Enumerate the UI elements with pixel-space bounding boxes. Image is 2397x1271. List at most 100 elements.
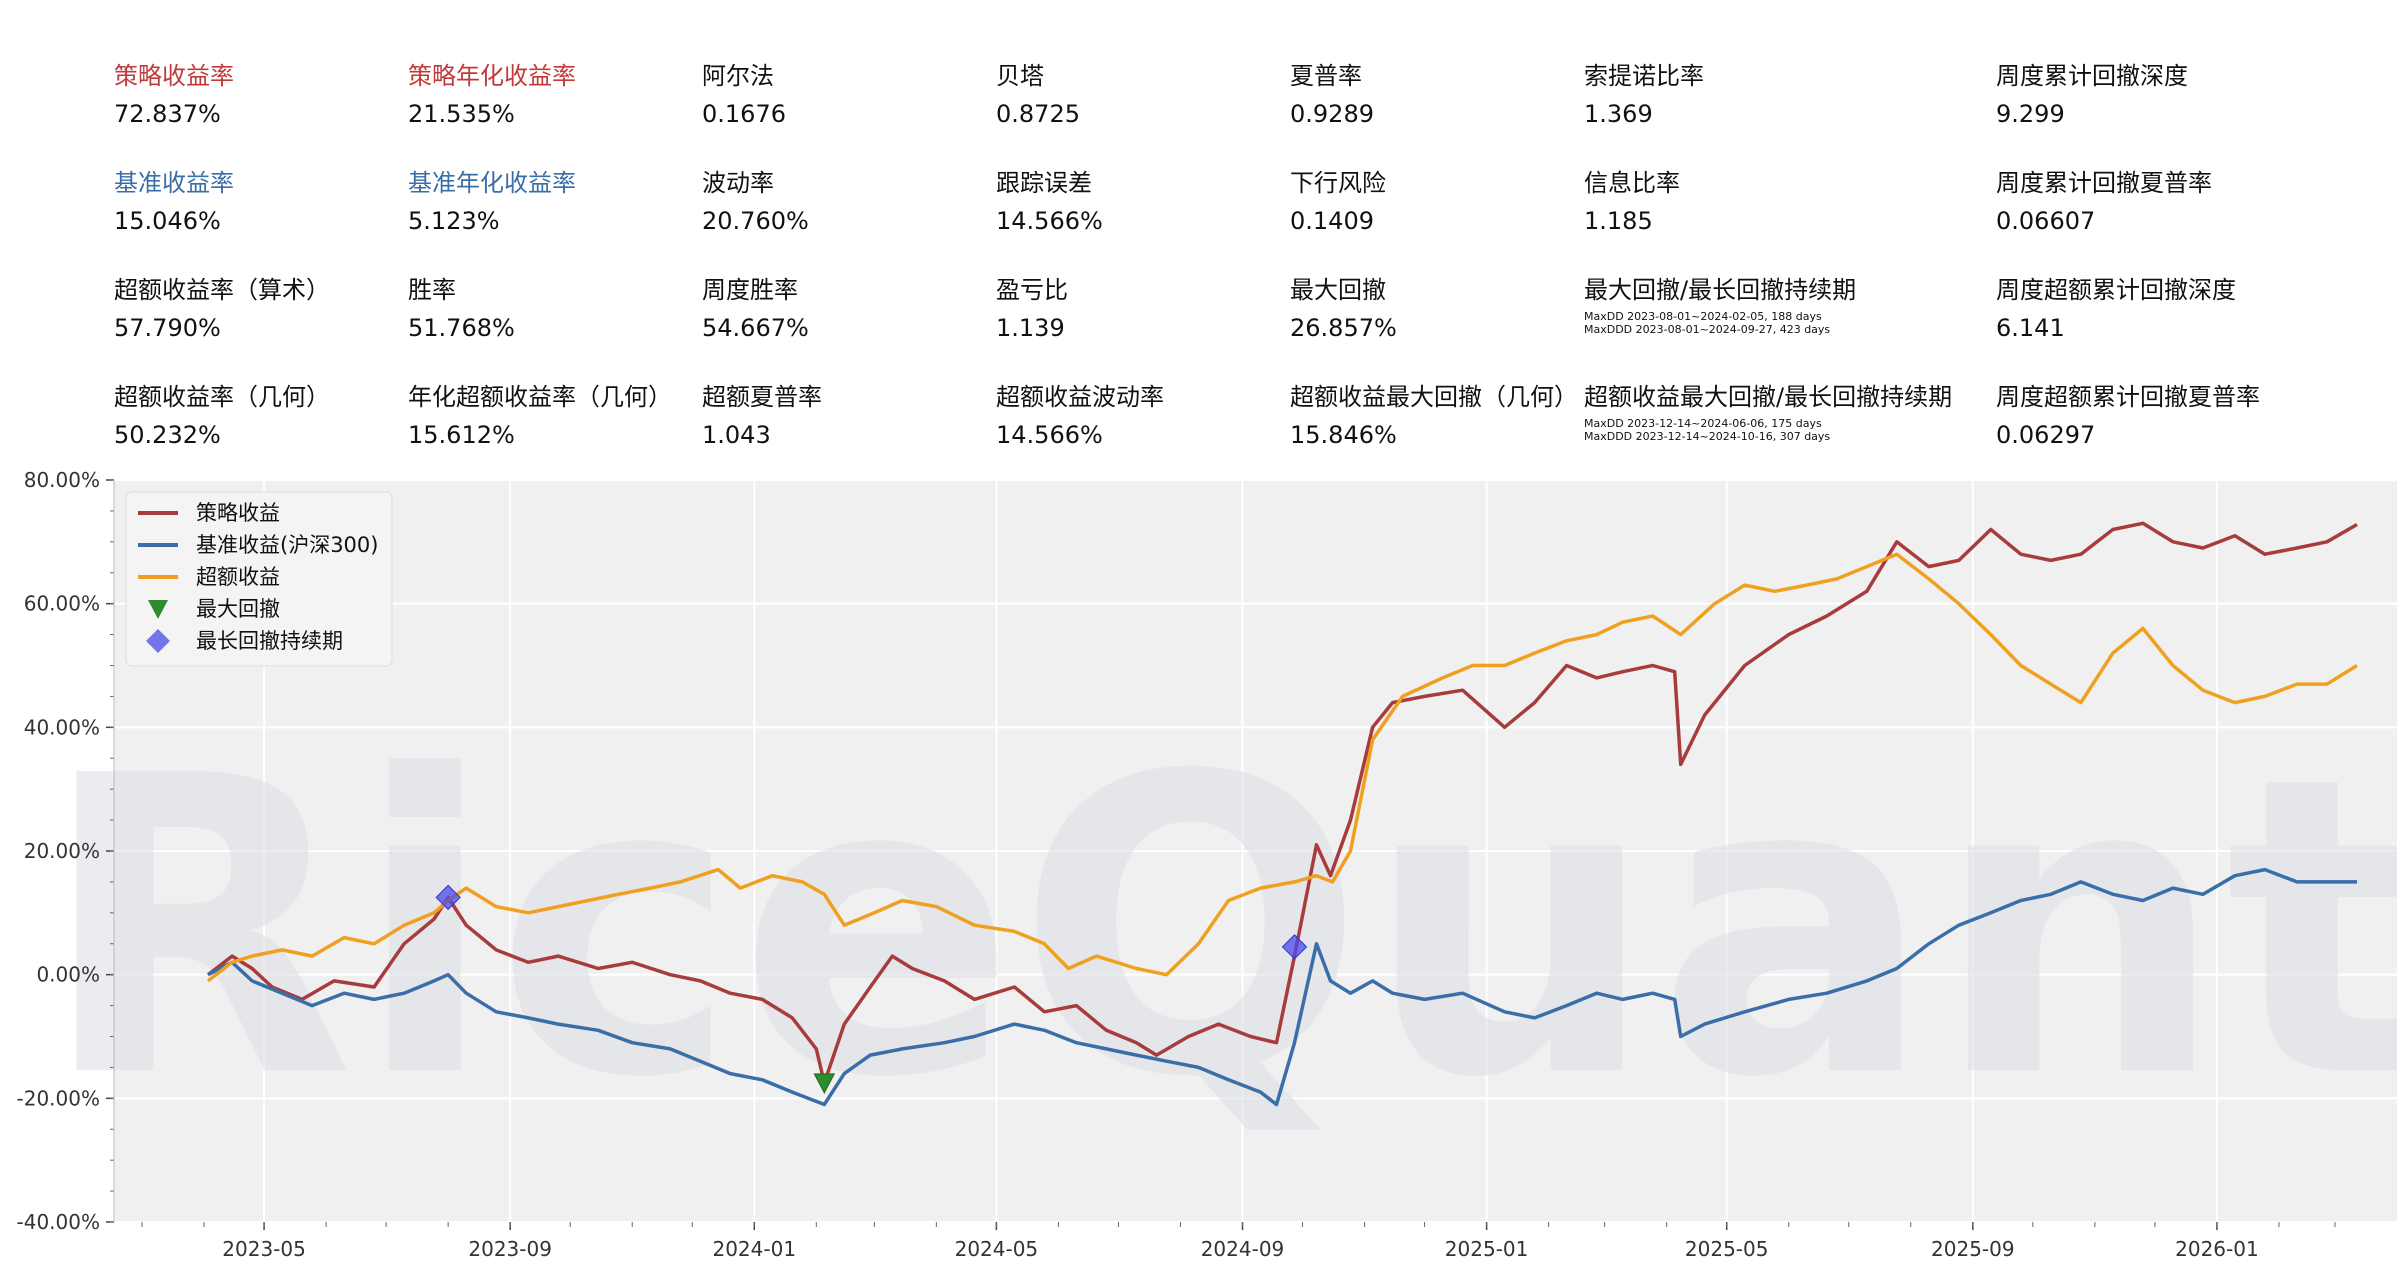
metric-label: 基准收益率 bbox=[114, 169, 234, 197]
metric-value: 14.566% bbox=[996, 207, 1103, 235]
metric-value: 1.043 bbox=[702, 421, 771, 449]
metric-value: 0.06297 bbox=[1996, 421, 2096, 449]
metric-value: 15.046% bbox=[114, 207, 221, 235]
metric-value: 20.760% bbox=[702, 207, 809, 235]
metric-value: 15.612% bbox=[408, 421, 515, 449]
metric-value: 0.8725 bbox=[996, 100, 1080, 128]
metric-value: 1.185 bbox=[1584, 207, 1653, 235]
metric-label: 胜率 bbox=[408, 276, 456, 304]
x-tick-label: 2023-05 bbox=[222, 1237, 306, 1261]
metric-0-5: 索提诺比率 1.369 bbox=[1584, 56, 1704, 128]
metric-label: 超额收益最大回撤/最长回撤持续期 bbox=[1584, 383, 1953, 411]
max-drawdown-marker bbox=[813, 1073, 836, 1094]
metric-value: 6.141 bbox=[1996, 314, 2065, 342]
metric-value: 51.768% bbox=[408, 314, 515, 342]
metric-0-0: 策略收益率 72.837% bbox=[114, 56, 234, 128]
metric-1-3: 跟踪误差 14.566% bbox=[996, 163, 1103, 235]
metric-2-3: 盈亏比 1.139 bbox=[996, 270, 1068, 342]
metric-value: 72.837% bbox=[114, 100, 221, 128]
metric-label: 基准年化收益率 bbox=[408, 169, 576, 197]
metric-2-1: 胜率 51.768% bbox=[408, 270, 515, 342]
y-tick-label: -40.00% bbox=[17, 1210, 100, 1234]
x-axis: 2023-05 2023-09 2024-01 2024-05 2024-09 2025-… bbox=[141, 1222, 2336, 1261]
metric-label: 最大回撤/最长回撤持续期 bbox=[1584, 276, 1857, 304]
x-tick-label: 2023-09 bbox=[468, 1237, 552, 1261]
metric-value: 50.232% bbox=[114, 421, 221, 449]
metric-2-5: 最大回撤/最长回撤持续期 MaxDD 2023-08-01~2024-02-05,… bbox=[1584, 270, 1857, 336]
metric-label: 周度累计回撤夏普率 bbox=[1996, 169, 2212, 197]
legend-swatch bbox=[146, 629, 170, 653]
metric-3-1: 年化超额收益率（几何） 15.612% bbox=[408, 377, 672, 449]
y-tick-label: 0.00% bbox=[36, 963, 100, 987]
metric-1-1: 基准年化收益率 5.123% bbox=[408, 163, 576, 235]
metric-value: 21.535% bbox=[408, 100, 515, 128]
metric-0-2: 阿尔法 0.1676 bbox=[702, 56, 786, 128]
metric-3-4: 超额收益最大回撤（几何） 15.846% bbox=[1290, 377, 1578, 449]
metric-3-5: 超额收益最大回撤/最长回撤持续期 MaxDD 2023-12-14~2024-06… bbox=[1584, 377, 1953, 443]
metric-0-6: 周度累计回撤深度 9.299 bbox=[1996, 56, 2188, 128]
metric-1-0: 基准收益率 15.046% bbox=[114, 163, 234, 235]
longest-drawdown-marker bbox=[1281, 934, 1308, 960]
metrics-panel: 策略收益率 72.837% 策略年化收益率 21.535% 阿尔法 0.1676 贝塔 0.8… bbox=[0, 0, 2397, 470]
metric-2-4: 最大回撤 26.857% bbox=[1290, 270, 1397, 342]
metric-label: 波动率 bbox=[702, 169, 774, 197]
metric-2-6: 周度超额累计回撤深度 6.141 bbox=[1996, 270, 2236, 342]
metric-label: 周度胜率 bbox=[702, 276, 798, 304]
metric-label: 超额夏普率 bbox=[702, 383, 822, 411]
metric-2-2: 周度胜率 54.667% bbox=[702, 270, 809, 342]
metric-label: 超额收益最大回撤（几何） bbox=[1290, 383, 1578, 411]
metric-note: MaxDDD 2023-12-14~2024-10-16, 307 days bbox=[1584, 430, 1831, 443]
metric-label: 信息比率 bbox=[1584, 169, 1680, 197]
metric-1-6: 周度累计回撤夏普率 0.06607 bbox=[1996, 163, 2212, 235]
metric-label: 超额收益率（算术） bbox=[114, 276, 330, 304]
metric-3-0: 超额收益率（几何） 50.232% bbox=[114, 377, 330, 449]
returns-chart: RiceQuant 80.00% 60.00% 40.00% 20.00% 0.00% -… bbox=[17, 470, 2397, 1261]
series-line-1 bbox=[207, 867, 2357, 1107]
y-tick-label: -20.00% bbox=[17, 1086, 100, 1110]
metric-3-2: 超额夏普率 1.043 bbox=[702, 377, 822, 449]
metric-value: 54.667% bbox=[702, 314, 809, 342]
metric-value: 1.369 bbox=[1584, 100, 1653, 128]
x-tick-label: 2024-01 bbox=[712, 1237, 796, 1261]
metric-1-5: 信息比率 1.185 bbox=[1584, 163, 1680, 235]
metric-3-3: 超额收益波动率 14.566% bbox=[996, 377, 1164, 449]
metric-value: 26.857% bbox=[1290, 314, 1397, 342]
metric-note: MaxDDD 2023-08-01~2024-09-27, 423 days bbox=[1584, 323, 1831, 336]
y-axis: 80.00% 60.00% 40.00% 20.00% 0.00% -20.00% -40.… bbox=[17, 470, 115, 1234]
metric-label: 下行风险 bbox=[1290, 169, 1386, 197]
series-line-2 bbox=[206, 552, 2358, 983]
metric-value: 0.1409 bbox=[1290, 207, 1374, 235]
metric-label: 贝塔 bbox=[996, 62, 1044, 90]
longest-drawdown-marker bbox=[435, 884, 461, 911]
metric-value: 5.123% bbox=[408, 207, 500, 235]
watermark: RiceQuant bbox=[39, 689, 2397, 1167]
metric-value: 14.566% bbox=[996, 421, 1103, 449]
metric-value: 9.299 bbox=[1996, 100, 2065, 128]
metric-note: MaxDD 2023-12-14~2024-06-06, 175 days bbox=[1584, 417, 1822, 430]
metric-label: 策略年化收益率 bbox=[408, 62, 576, 90]
metric-label: 最大回撤 bbox=[1290, 276, 1386, 304]
x-tick-label: 2025-09 bbox=[1931, 1237, 2015, 1261]
x-tick-label: 2025-05 bbox=[1685, 1237, 1769, 1261]
metric-value: 0.9289 bbox=[1290, 100, 1374, 128]
y-tick-label: 20.00% bbox=[24, 839, 100, 863]
metric-3-6: 周度超额累计回撤夏普率 0.06297 bbox=[1996, 377, 2260, 449]
legend-label: 最长回撤持续期 bbox=[196, 629, 343, 653]
y-tick-label: 80.00% bbox=[24, 470, 100, 492]
metric-label: 跟踪误差 bbox=[996, 169, 1092, 197]
series-line-0 bbox=[206, 521, 2358, 1085]
metric-1-4: 下行风险 0.1409 bbox=[1290, 163, 1386, 235]
metric-label: 周度超额累计回撤夏普率 bbox=[1996, 383, 2260, 411]
metric-label: 周度累计回撤深度 bbox=[1996, 62, 2188, 90]
markers bbox=[435, 884, 1308, 1094]
y-tick-label: 60.00% bbox=[24, 592, 100, 616]
legend-swatch bbox=[148, 600, 168, 619]
y-tick-label: 40.00% bbox=[24, 715, 100, 739]
metric-value: 0.06607 bbox=[1996, 207, 2096, 235]
series-lines bbox=[206, 521, 2358, 1107]
metric-value: 15.846% bbox=[1290, 421, 1397, 449]
legend-label: 策略收益 bbox=[196, 501, 280, 525]
x-tick-label: 2024-05 bbox=[955, 1237, 1039, 1261]
x-tick-label: 2026-01 bbox=[2175, 1237, 2259, 1261]
